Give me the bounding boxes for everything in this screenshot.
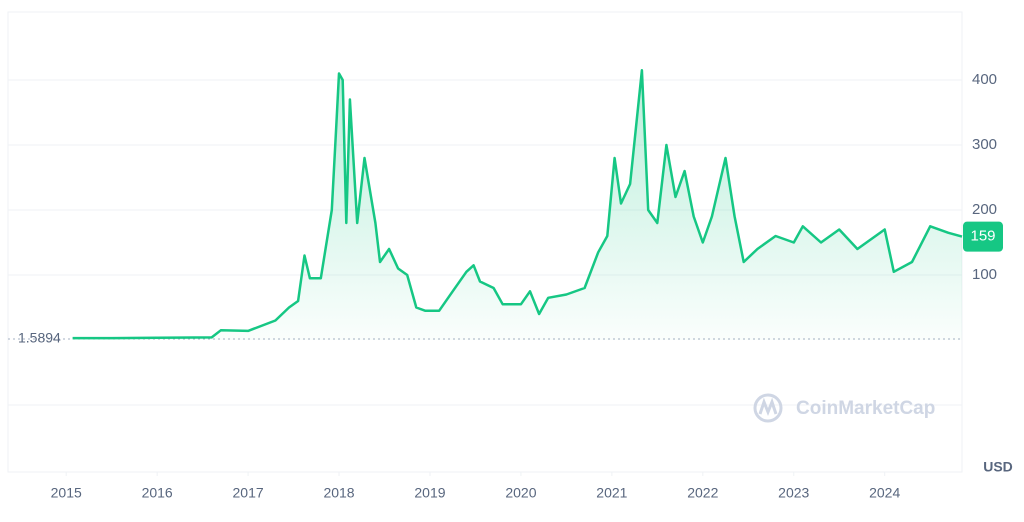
start-price-label: 1.5894 xyxy=(18,330,61,346)
unit-label: USD xyxy=(983,459,1013,475)
price-area xyxy=(72,70,962,341)
x-tick-label: 2016 xyxy=(142,485,173,501)
y-tick-label: 300 xyxy=(972,136,997,153)
x-tick-label: 2019 xyxy=(414,485,445,501)
y-tick-label: 100 xyxy=(972,266,997,283)
x-tick-label: 2024 xyxy=(869,485,900,501)
x-tick-label: 2015 xyxy=(51,485,82,501)
x-tick-label: 2017 xyxy=(233,485,264,501)
x-tick-label: 2018 xyxy=(323,485,354,501)
x-tick-label: 2021 xyxy=(596,485,627,501)
x-tick-label: 2023 xyxy=(778,485,809,501)
watermark: CoinMarketCap xyxy=(796,398,935,419)
current-price-badge xyxy=(963,221,1003,252)
watermark-logo xyxy=(753,393,783,423)
x-tick-label: 2022 xyxy=(687,485,718,501)
y-tick-label: 200 xyxy=(972,201,997,218)
y-tick-label: 400 xyxy=(972,71,997,88)
current-price-label: 159 xyxy=(970,228,995,245)
x-tick-label: 2020 xyxy=(505,485,536,501)
price-line xyxy=(72,69,963,340)
